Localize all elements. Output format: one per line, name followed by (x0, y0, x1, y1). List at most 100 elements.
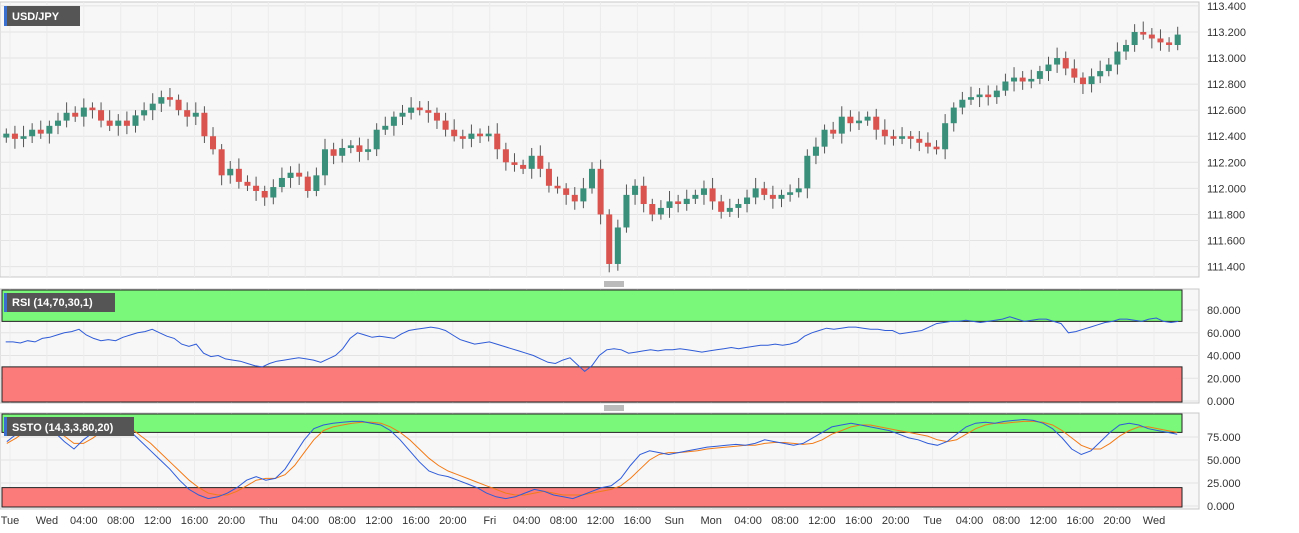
candle-body (950, 107, 957, 124)
bull-candle (313, 167, 320, 197)
bear-candle (761, 181, 768, 201)
candle-body (597, 168, 604, 215)
candle-body (1114, 51, 1121, 65)
candle-body (451, 129, 458, 137)
bear-candle (924, 132, 931, 154)
bear-candle (356, 137, 363, 162)
bull-candle (3, 128, 10, 143)
bear-candle (769, 185, 776, 209)
candle-body (210, 136, 217, 150)
time-tick-label: 16:00 (402, 515, 430, 527)
candle-body (270, 187, 277, 198)
bull-candle (942, 114, 949, 160)
bear-candle (244, 175, 251, 191)
bear-candle (494, 123, 501, 160)
time-tick-label: 20:00 (439, 515, 467, 527)
candle-body (184, 110, 191, 117)
price-tick-label: 113.400 (1207, 1, 1246, 13)
bull-candle (227, 161, 234, 184)
candle-body (278, 177, 285, 188)
rsi-line (5, 316, 1179, 373)
bear-candle (89, 102, 96, 119)
bear-candle (253, 176, 260, 201)
time-tick-label: 16:00 (1066, 515, 1094, 527)
bear-candle (718, 194, 725, 219)
bear-candle (640, 176, 647, 213)
candle-body (158, 97, 165, 104)
bull-candle (528, 147, 535, 179)
bull-candle (588, 162, 596, 194)
rsi-tick-label: 0.000 (1207, 396, 1235, 408)
price-tick-label: 113.000 (1207, 53, 1246, 65)
candle-body (46, 125, 53, 134)
bull-candle (812, 137, 819, 165)
time-tick-label: 20:00 (882, 515, 910, 527)
candle-body (399, 112, 406, 117)
bear-candle (261, 185, 268, 206)
bull-candle (1114, 42, 1121, 75)
bear-candle (477, 128, 484, 144)
candle-body (132, 115, 139, 126)
candle-body (321, 149, 329, 176)
bull-candle (270, 179, 277, 205)
symbol-badge (4, 6, 80, 26)
rsi-label: RSI (14,70,30,1) (12, 297, 93, 309)
bull-candle (485, 125, 492, 142)
candle-body (769, 194, 776, 199)
time-tick-label: 04:00 (513, 515, 541, 527)
rsi-overbought-zone (1, 289, 1183, 322)
bear-candle (11, 125, 18, 149)
bull-candle (967, 86, 974, 105)
candle-body (459, 136, 466, 139)
candle-body (253, 185, 260, 191)
candle-body (520, 164, 527, 169)
candle-body (54, 120, 61, 126)
bear-candle (166, 88, 173, 107)
bull-candle (976, 88, 983, 108)
panel-resize-handle-2[interactable] (604, 405, 624, 411)
panel-resize-handle[interactable] (604, 281, 624, 287)
candle-body (588, 168, 596, 189)
candle-body (1174, 34, 1181, 46)
time-tick-label: 12:00 (1030, 515, 1058, 527)
bear-candle (442, 112, 449, 137)
bull-candle (29, 123, 36, 144)
candle-body (1071, 68, 1078, 78)
time-tick-label: 16:00 (181, 515, 209, 527)
price-axis: 113.400 113.200 113.000 112.800 112.600 112.4… (1207, 1, 1246, 274)
candle-body (873, 116, 880, 130)
bull-candle (382, 116, 389, 135)
bull-candle (1088, 68, 1095, 93)
ssto-tick-label: 75.000 (1207, 432, 1241, 444)
bull-candle (278, 167, 285, 193)
bear-candle (37, 120, 44, 139)
bear-candle (933, 140, 940, 155)
symbol-label: USD/JPY (12, 11, 60, 23)
bear-candle (545, 162, 552, 193)
bear-candle (175, 94, 182, 116)
rsi-badge (4, 293, 115, 312)
bear-candle (502, 142, 509, 171)
rsi-tick-label: 60.000 (1207, 328, 1241, 340)
ssto-axis: 75.000 50.000 25.000 0.000 (1207, 432, 1241, 513)
candle-body (261, 190, 268, 198)
bull-candle (1045, 56, 1052, 81)
candle-body (554, 185, 561, 189)
candles (3, 21, 1181, 273)
time-tick-label: Tue (923, 515, 942, 527)
candle-body (201, 112, 208, 137)
candle-body (580, 188, 587, 202)
candle-body (80, 107, 87, 117)
bull-candle (726, 198, 733, 218)
candle-body (632, 185, 639, 195)
candle-body (838, 116, 845, 134)
candle-body (563, 188, 570, 195)
candle-body (1105, 64, 1112, 72)
bull-candle (752, 177, 759, 205)
bull-candle (1123, 39, 1130, 60)
bear-candle (597, 159, 604, 225)
price-tick-label: 112.400 (1207, 131, 1246, 143)
bear-candle (511, 153, 518, 172)
candle-body (502, 149, 509, 163)
